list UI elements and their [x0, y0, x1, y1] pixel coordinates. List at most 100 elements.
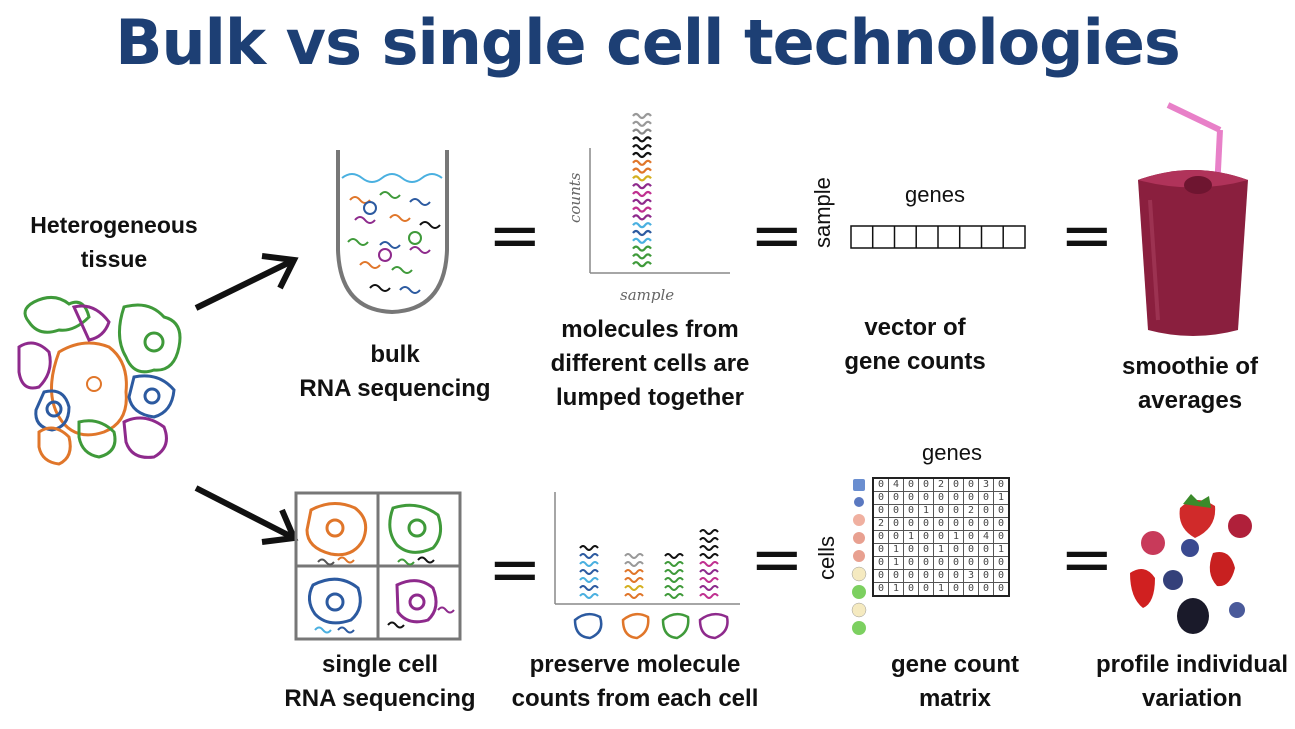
molecule-squiggle	[632, 183, 652, 190]
matrix-cell: 0	[903, 504, 919, 518]
matrix-cell: 1	[903, 530, 919, 544]
matrix-cell: 0	[963, 530, 979, 544]
matrix-cell: 0	[872, 582, 889, 597]
matrix-caption-line: gene count	[890, 651, 1019, 678]
molecule-squiggle	[624, 561, 644, 567]
vector-caption: vector of gene counts	[820, 311, 1010, 379]
single-cell-plate-illustration	[294, 491, 462, 641]
matrix-cell: 0	[888, 504, 904, 518]
single-molecules-chart	[554, 492, 740, 640]
tissue-label-line: tissue	[80, 246, 148, 272]
bulk-molecules-chart: counts sample	[566, 112, 730, 304]
matrix-cell: 0	[933, 569, 949, 583]
molecule-squiggle	[632, 214, 652, 221]
molecule-squiggle	[632, 198, 652, 205]
matrix-cell: 3	[978, 477, 994, 492]
equals-sign: =	[1060, 523, 1114, 597]
matrix-cell: 0	[903, 517, 919, 531]
matrix-cell: 0	[888, 517, 904, 531]
molecule-squiggle	[579, 585, 599, 591]
fruit-caption-line: profile individual	[1095, 651, 1288, 678]
molecule-squiggle	[699, 545, 719, 551]
molecule-squiggle	[624, 585, 644, 591]
matrix-cell: 0	[918, 543, 934, 557]
gene-count-vector	[850, 225, 1026, 249]
matrix-cell: 0	[993, 504, 1010, 518]
fruit-image	[1130, 494, 1252, 634]
matrix-cell: 4	[888, 477, 904, 492]
smoothie-caption-line: averages	[1137, 387, 1243, 414]
bulk-caption-line: RNA sequencing	[299, 375, 491, 402]
matrix-cell: 0	[963, 491, 979, 505]
matrix-cell: 0	[888, 491, 904, 505]
molecule-squiggle	[632, 144, 652, 151]
matrix-rows-label: cells	[814, 535, 839, 580]
matrix-cell: 0	[963, 543, 979, 557]
matrix-cols-label: genes	[922, 440, 982, 465]
matrix-cell: 0	[993, 556, 1010, 570]
molecule-squiggle	[632, 151, 652, 159]
matrix-cell: 2	[933, 477, 949, 492]
molecule-squiggle	[632, 159, 652, 166]
matrix-cell: 0	[948, 517, 964, 531]
matrix-cell: 0	[963, 582, 979, 597]
matrix-cell: 0	[903, 582, 919, 597]
molecules-caption-line: lumped together	[555, 384, 744, 411]
matrix-cell: 0	[872, 491, 889, 505]
bulk-caption-line: bulk	[370, 341, 420, 368]
matrix-cell: 0	[933, 556, 949, 570]
matrix-cell: 0	[978, 556, 994, 570]
matrix-cell: 0	[963, 477, 979, 492]
matrix-cell: 0	[993, 517, 1010, 531]
matrix-caption-line: matrix	[918, 685, 992, 712]
molecule-squiggle	[632, 112, 652, 120]
molecule-squiggle	[632, 120, 652, 127]
molecule-squiggle	[699, 593, 719, 599]
molecules-caption-line: molecules from	[561, 316, 739, 343]
matrix-cell: 1	[993, 543, 1010, 557]
preserve-caption-line: counts from each cell	[511, 685, 759, 712]
molecule-squiggle	[632, 190, 652, 198]
molecule-squiggle	[579, 593, 599, 599]
matrix-cell: 0	[948, 543, 964, 557]
matrix-cell: 0	[888, 530, 904, 544]
molecule-squiggle	[579, 553, 599, 559]
equals-sign: =	[488, 199, 542, 273]
matrix-cell: 1	[933, 582, 949, 597]
matrix-cell: 4	[978, 530, 994, 544]
fruit-caption-line: variation	[1141, 685, 1243, 712]
matrix-cell: 0	[948, 504, 964, 518]
molecule-squiggle	[579, 545, 599, 551]
equals-sign: =	[1060, 199, 1114, 273]
matrix-cell: 0	[948, 582, 964, 597]
single-cell-caption-line: single cell	[321, 651, 439, 678]
bulk-axis-y-label: counts	[566, 172, 584, 223]
molecule-squiggle	[632, 136, 652, 143]
molecule-squiggle	[699, 529, 719, 535]
tissue-label: Heterogeneous tissue	[14, 208, 214, 276]
matrix-cell: 2	[872, 517, 889, 531]
arrow-to-single-icon	[194, 485, 299, 545]
matrix-cell: 0	[978, 491, 994, 505]
molecule-squiggle	[632, 237, 652, 244]
arrow-to-bulk-icon	[194, 253, 299, 311]
molecule-squiggle	[624, 553, 644, 559]
matrix-cell: 0	[933, 517, 949, 531]
matrix-cell: 1	[888, 582, 904, 597]
molecule-squiggle	[699, 577, 719, 583]
page-title: Bulk vs single cell technologies	[115, 6, 1181, 79]
matrix-cell: 0	[872, 569, 889, 583]
molecule-squiggle	[632, 175, 652, 182]
fruit-caption: profile individual variation	[1092, 648, 1292, 716]
single-cell-caption-line: RNA sequencing	[284, 685, 476, 712]
matrix-cell: 0	[963, 517, 979, 531]
tissue-label-line: Heterogeneous	[30, 212, 198, 238]
molecule-squiggle	[664, 577, 684, 583]
matrix-cell: 0	[933, 491, 949, 505]
matrix-cell: 1	[948, 530, 964, 544]
